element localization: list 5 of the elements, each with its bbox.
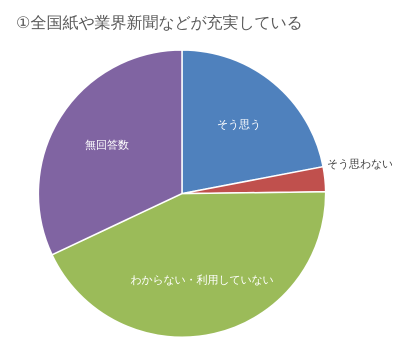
slice-label: わからない・利用していない [130,273,274,286]
slice-label: そう思わない [326,157,393,170]
slice-label: そう思う [216,118,261,131]
slice-label: 無回答数 [84,138,129,152]
chart-title: ①全国紙や業界新聞などが充実している [16,12,302,32]
